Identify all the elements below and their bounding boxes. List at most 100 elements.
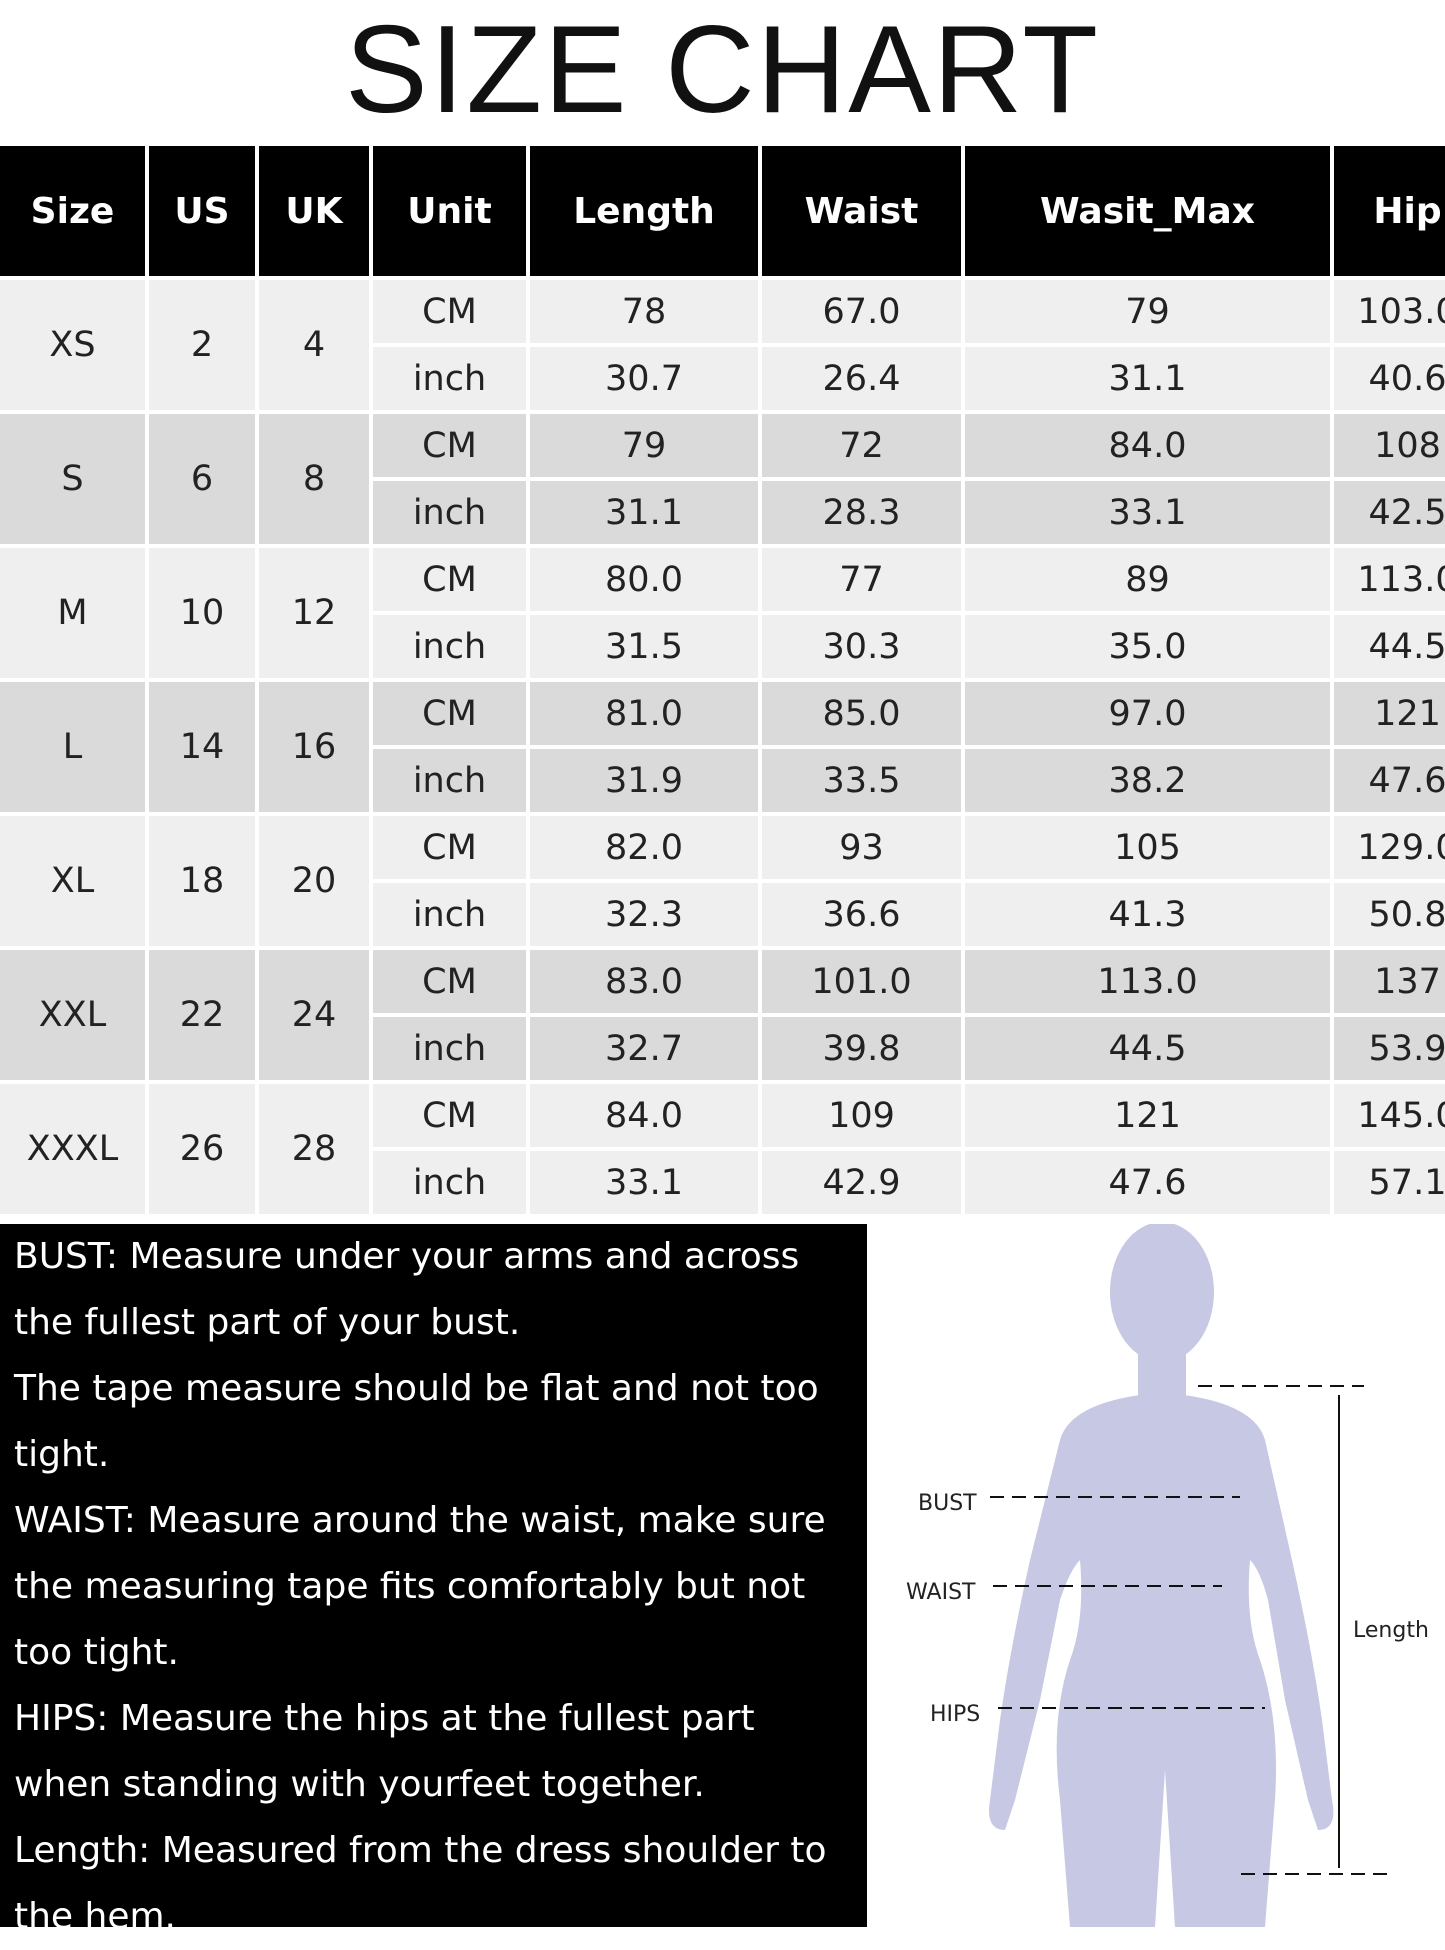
cell: 121 xyxy=(1334,682,1445,745)
cell-us: 26 xyxy=(149,1084,255,1214)
cell: 33.1 xyxy=(965,481,1330,544)
cell: 72 xyxy=(762,414,961,477)
cell: 85.0 xyxy=(762,682,961,745)
cell-us: 6 xyxy=(149,414,255,544)
cell: 82.0 xyxy=(530,816,758,879)
cell-size: S xyxy=(0,414,145,544)
column-header: Size xyxy=(0,146,145,276)
table-row: XXL 22 24 CM 83.0 101.0 113.0 137 xyxy=(0,950,1445,1080)
column-header: UK xyxy=(259,146,369,276)
cell: 57.1 xyxy=(1334,1151,1445,1214)
cell-uk: 20 xyxy=(259,816,369,946)
column-header: US xyxy=(149,146,255,276)
cell: inch xyxy=(373,1151,526,1214)
cell: 38.2 xyxy=(965,749,1330,812)
cell-uk: 12 xyxy=(259,548,369,678)
column-header: Length xyxy=(530,146,758,276)
cell-size: XXXL xyxy=(0,1084,145,1214)
cell: CM xyxy=(373,280,526,343)
body-figure: BUST WAIST HIPS Length xyxy=(906,1224,1429,1927)
cell: CM xyxy=(373,548,526,611)
cell: 47.6 xyxy=(1334,749,1445,812)
cell: 89 xyxy=(965,548,1330,611)
cell: 105 xyxy=(965,816,1330,879)
cell-size: XS xyxy=(0,280,145,410)
cell: CM xyxy=(373,1084,526,1147)
cell: 97.0 xyxy=(965,682,1330,745)
cell: CM xyxy=(373,682,526,745)
cell: 80.0 xyxy=(530,548,758,611)
cell-uk: 24 xyxy=(259,950,369,1080)
column-header: Unit xyxy=(373,146,526,276)
cell-size: XXL xyxy=(0,950,145,1080)
header-row: Size US UK Unit Length Waist Wasit_Max Hip xyxy=(0,146,1445,276)
column-header: Hip xyxy=(1334,146,1445,276)
table-row: inch 32.7 39.8 44.5 53.9 xyxy=(0,1017,1445,1080)
cell: 36.6 xyxy=(762,883,961,946)
cell: 109 xyxy=(762,1084,961,1147)
instruction: BUST: Measure under your arms and across… xyxy=(14,1236,800,1343)
cell: 32.7 xyxy=(530,1017,758,1080)
cell-us: 18 xyxy=(149,816,255,946)
cell: 32.3 xyxy=(530,883,758,946)
cell: 33.5 xyxy=(762,749,961,812)
cell: inch xyxy=(373,481,526,544)
cell: 101.0 xyxy=(762,950,961,1013)
cell-us: 10 xyxy=(149,548,255,678)
title: SIZE CHART xyxy=(345,1,1100,139)
cell: 31.9 xyxy=(530,749,758,812)
hips-label: HIPS xyxy=(930,1702,980,1727)
instruction: Length: Measured from the dress shoulder… xyxy=(14,1830,827,1937)
waist-label: WAIST xyxy=(906,1580,976,1605)
cell: 129.0 xyxy=(1334,816,1445,879)
table-row: inch 31.1 28.3 33.1 42.5 xyxy=(0,481,1445,544)
cell-us: 2 xyxy=(149,280,255,410)
cell: 30.3 xyxy=(762,615,961,678)
cell-uk: 28 xyxy=(259,1084,369,1214)
cell-size: L xyxy=(0,682,145,812)
cell: 67.0 xyxy=(762,280,961,343)
cell: 84.0 xyxy=(965,414,1330,477)
cell: 84.0 xyxy=(530,1084,758,1147)
cell: 30.7 xyxy=(530,347,758,410)
table-row: S 6 8 CM 79 72 84.0 108 xyxy=(0,414,1445,544)
bust-label: BUST xyxy=(918,1491,977,1516)
cell: 81.0 xyxy=(530,682,758,745)
cell: 33.1 xyxy=(530,1151,758,1214)
table-row: inch 33.1 42.9 47.6 57.1 xyxy=(0,1151,1445,1214)
figure-art: BUST WAIST HIPS Length xyxy=(906,1224,1429,1927)
length-label: Length xyxy=(1353,1618,1429,1643)
instructions: BUST: Measure under your arms and across… xyxy=(0,1224,867,1937)
cell-us: 22 xyxy=(149,950,255,1080)
cell: 145.0 xyxy=(1334,1084,1445,1147)
cell: inch xyxy=(373,615,526,678)
cell-uk: 16 xyxy=(259,682,369,812)
cell: 35.0 xyxy=(965,615,1330,678)
cell: 31.5 xyxy=(530,615,758,678)
cell: inch xyxy=(373,749,526,812)
cell: 113.0 xyxy=(965,950,1330,1013)
cell: 79 xyxy=(530,414,758,477)
cell-us: 14 xyxy=(149,682,255,812)
instruction: HIPS: Measure the hips at the fullest pa… xyxy=(14,1698,755,1805)
cell: inch xyxy=(373,347,526,410)
instruction: WAIST: Measure around the waist, make su… xyxy=(14,1500,826,1673)
cell: 113.0 xyxy=(1334,548,1445,611)
cell: 53.9 xyxy=(1334,1017,1445,1080)
cell: 39.8 xyxy=(762,1017,961,1080)
cell: 108 xyxy=(1334,414,1445,477)
cell-uk: 4 xyxy=(259,280,369,410)
cell-size: M xyxy=(0,548,145,678)
cell: 47.6 xyxy=(965,1151,1330,1214)
cell: 50.8 xyxy=(1334,883,1445,946)
cell: 79 xyxy=(965,280,1330,343)
cell: 31.1 xyxy=(530,481,758,544)
cell: 41.3 xyxy=(965,883,1330,946)
cell: CM xyxy=(373,950,526,1013)
cell: inch xyxy=(373,1017,526,1080)
cell: 44.5 xyxy=(1334,615,1445,678)
